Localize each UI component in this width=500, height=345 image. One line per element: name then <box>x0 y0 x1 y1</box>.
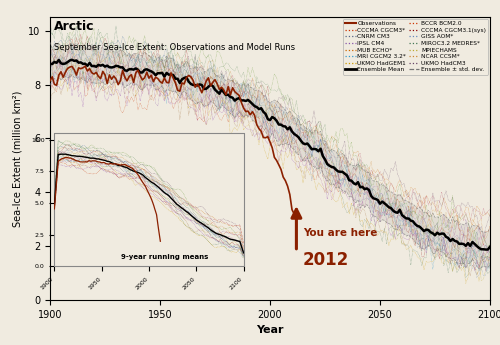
Text: Arctic: Arctic <box>54 20 95 33</box>
Text: September Sea-Ice Extent: Observations and Model Runs: September Sea-Ice Extent: Observations a… <box>54 43 296 52</box>
Y-axis label: Sea-Ice Extent (million km²): Sea-Ice Extent (million km²) <box>12 90 22 227</box>
Text: 2012: 2012 <box>303 251 349 269</box>
Legend: Observations, CCCMA CGCM3*, CNRM CM3, IPSL CM4, MUB ECHO*, MRI CGCM2 3.2*, UKMO : Observations, CCCMA CGCM3*, CNRM CM3, IP… <box>343 19 488 75</box>
Text: You are here: You are here <box>303 228 378 238</box>
X-axis label: Year: Year <box>256 325 284 335</box>
